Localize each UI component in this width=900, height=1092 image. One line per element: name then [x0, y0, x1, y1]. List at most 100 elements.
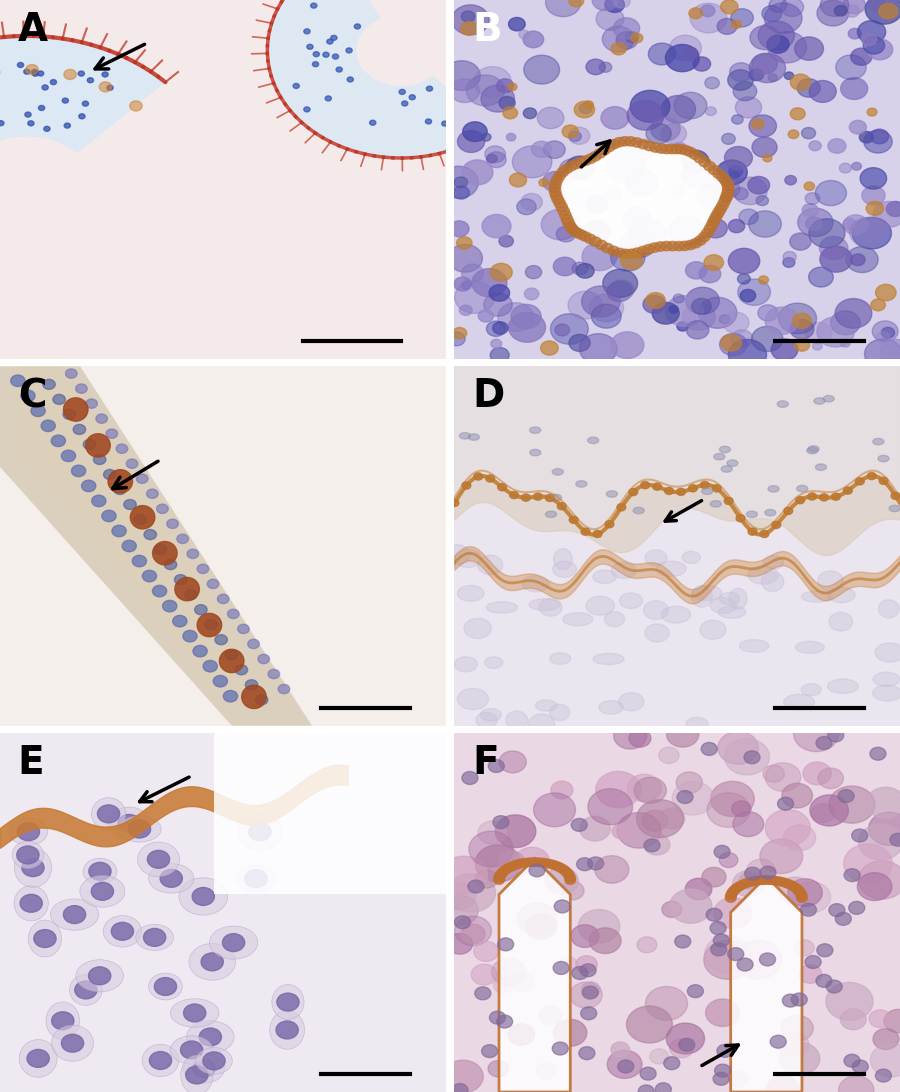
Circle shape [699, 157, 710, 167]
Circle shape [508, 17, 526, 31]
Circle shape [646, 293, 665, 308]
Circle shape [844, 868, 860, 881]
Circle shape [443, 883, 476, 910]
Circle shape [21, 390, 35, 402]
Circle shape [327, 39, 333, 44]
Circle shape [629, 729, 651, 747]
Circle shape [520, 858, 530, 867]
Circle shape [148, 851, 169, 868]
Circle shape [462, 159, 493, 185]
Circle shape [797, 209, 833, 237]
Circle shape [728, 948, 743, 961]
Ellipse shape [553, 561, 577, 578]
Circle shape [677, 791, 693, 804]
Ellipse shape [682, 551, 700, 563]
Circle shape [748, 877, 759, 886]
Circle shape [575, 157, 587, 167]
Ellipse shape [529, 427, 541, 434]
Circle shape [560, 211, 572, 219]
Circle shape [630, 91, 670, 122]
Circle shape [487, 154, 497, 163]
Circle shape [616, 503, 625, 511]
Circle shape [565, 162, 577, 170]
Circle shape [860, 131, 874, 143]
Circle shape [767, 1076, 799, 1092]
Circle shape [551, 176, 562, 185]
Circle shape [791, 885, 802, 893]
Circle shape [771, 339, 797, 360]
Circle shape [880, 340, 900, 365]
Circle shape [700, 5, 715, 16]
Circle shape [556, 226, 576, 242]
Circle shape [879, 477, 888, 485]
Circle shape [82, 480, 95, 491]
Circle shape [655, 144, 667, 153]
Circle shape [452, 4, 489, 35]
Circle shape [223, 690, 238, 702]
Circle shape [724, 738, 770, 775]
Circle shape [718, 732, 759, 764]
Ellipse shape [76, 960, 123, 992]
Circle shape [699, 265, 721, 283]
Ellipse shape [718, 606, 746, 618]
Circle shape [307, 45, 313, 49]
Circle shape [789, 233, 811, 250]
Circle shape [790, 108, 806, 120]
Ellipse shape [801, 591, 832, 602]
Ellipse shape [481, 709, 501, 721]
Circle shape [293, 83, 300, 88]
Circle shape [588, 788, 633, 824]
Circle shape [498, 938, 514, 951]
Ellipse shape [557, 144, 726, 251]
Circle shape [619, 136, 631, 146]
Circle shape [829, 904, 845, 916]
Circle shape [346, 48, 352, 52]
Circle shape [557, 502, 566, 510]
Circle shape [497, 1016, 513, 1028]
Circle shape [890, 833, 900, 846]
Circle shape [763, 155, 772, 162]
Circle shape [815, 180, 847, 205]
Ellipse shape [478, 555, 503, 574]
Circle shape [708, 165, 720, 175]
Circle shape [549, 188, 561, 197]
Circle shape [473, 67, 511, 97]
Circle shape [752, 877, 762, 885]
Circle shape [674, 92, 706, 119]
Circle shape [61, 1034, 84, 1053]
Circle shape [598, 145, 610, 155]
Circle shape [614, 138, 625, 147]
Circle shape [725, 892, 736, 901]
Circle shape [569, 517, 578, 523]
Circle shape [304, 28, 310, 34]
Circle shape [719, 197, 730, 206]
Ellipse shape [457, 688, 489, 710]
Circle shape [31, 405, 45, 416]
Ellipse shape [719, 592, 740, 605]
Circle shape [572, 228, 583, 237]
Circle shape [713, 169, 725, 178]
Circle shape [628, 219, 667, 251]
Circle shape [494, 871, 505, 880]
Circle shape [785, 176, 796, 185]
Circle shape [720, 193, 732, 202]
Circle shape [817, 317, 854, 347]
Circle shape [733, 882, 743, 891]
Circle shape [482, 1045, 498, 1057]
Circle shape [591, 305, 621, 329]
Ellipse shape [605, 612, 625, 627]
Circle shape [781, 1016, 814, 1041]
Circle shape [580, 334, 617, 364]
Circle shape [20, 894, 42, 912]
Circle shape [758, 21, 795, 50]
Circle shape [112, 923, 133, 940]
Ellipse shape [86, 434, 111, 458]
Circle shape [627, 100, 664, 130]
Circle shape [675, 935, 691, 948]
Circle shape [551, 191, 562, 201]
Circle shape [565, 876, 576, 885]
Circle shape [449, 221, 469, 237]
Circle shape [806, 192, 820, 204]
Circle shape [248, 639, 259, 649]
Circle shape [716, 173, 728, 181]
